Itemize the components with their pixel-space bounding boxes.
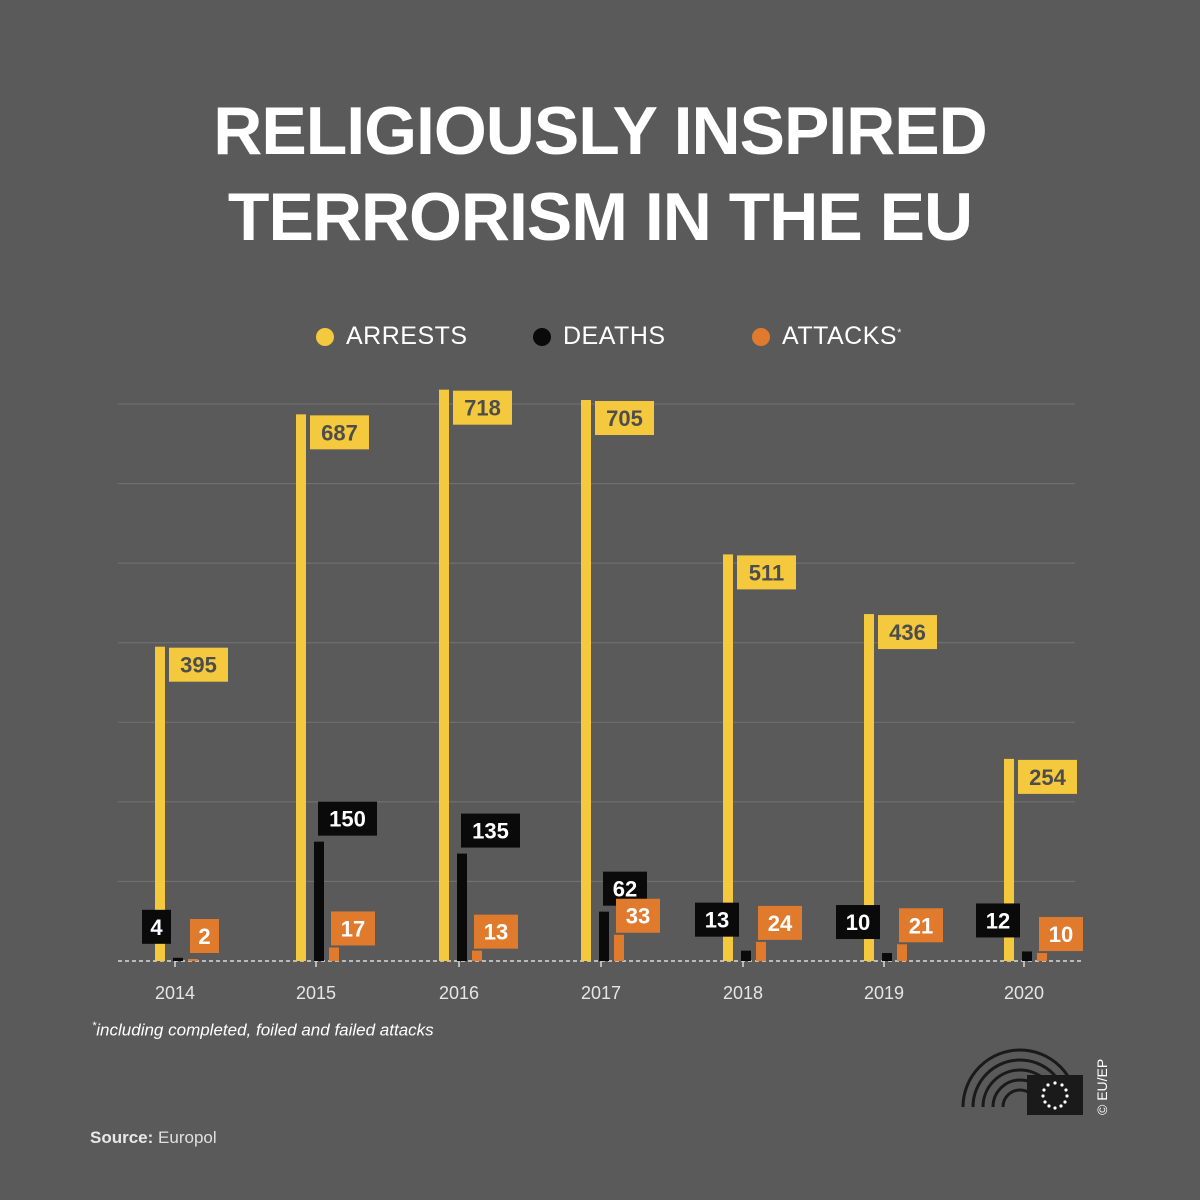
data-label-box-deaths <box>695 902 739 937</box>
legend-attacks-marker: * <box>897 326 902 339</box>
title-line-2: TERRORISM IN THE EU <box>227 179 973 255</box>
data-label-box-arrests <box>595 401 654 436</box>
data-label-arrests: 687 <box>321 420 358 445</box>
footnote-text: including completed, foiled and failed a… <box>96 1020 434 1040</box>
legend-label-arrests: ARRESTS <box>346 322 468 350</box>
x-tick-label: 2018 <box>723 983 763 1003</box>
bar-deaths <box>741 950 751 961</box>
data-label-arrests: 511 <box>749 560 785 585</box>
data-label-attacks: 21 <box>909 913 933 938</box>
legend-item-arrests: ARRESTS <box>316 322 468 351</box>
data-label-box-arrests <box>310 415 369 450</box>
x-tick-label: 2017 <box>581 983 621 1003</box>
bar-arrests <box>581 400 591 961</box>
data-label-box-attacks <box>899 908 943 943</box>
bar-deaths <box>457 853 467 961</box>
bar-deaths <box>314 841 324 961</box>
deaths-dot-icon <box>533 327 551 346</box>
data-label-box-deaths <box>836 905 880 940</box>
attacks-dot-icon <box>752 327 770 346</box>
bar-arrests <box>296 414 306 961</box>
legend-item-attacks: ATTACKS * <box>752 322 902 351</box>
data-label-box-arrests <box>1018 759 1077 794</box>
title-line-1: RELIGIOUSLY INSPIRED <box>213 93 988 169</box>
bar-deaths <box>882 953 892 961</box>
data-label-attacks: 17 <box>341 916 365 941</box>
data-label-attacks: 13 <box>484 920 508 945</box>
chart-title: RELIGIOUSLY INSPIRED TERRORISM IN THE EU <box>0 88 1200 260</box>
data-label-box-attacks <box>616 898 660 933</box>
bar-deaths <box>1022 951 1032 961</box>
bar-arrests <box>723 554 733 961</box>
data-label-deaths: 62 <box>613 877 637 902</box>
data-label-attacks: 24 <box>768 911 793 936</box>
x-tick-label: 2016 <box>439 983 479 1003</box>
source-label: Source: <box>90 1128 154 1147</box>
data-label-box-arrests <box>737 555 796 590</box>
bar-deaths <box>599 911 609 961</box>
footnote-marker: * <box>92 1020 97 1032</box>
data-label-box-deaths <box>461 813 520 848</box>
copyright-credit: © EU/EP <box>1094 1058 1110 1115</box>
data-label-attacks: 2 <box>198 924 210 949</box>
data-label-deaths: 13 <box>705 908 729 933</box>
data-label-deaths: 10 <box>846 910 870 935</box>
data-label-arrests: 395 <box>180 653 217 678</box>
data-label-box-arrests <box>453 390 512 425</box>
bar-attacks <box>188 959 198 961</box>
bar-attacks <box>472 950 482 961</box>
bar-arrests <box>155 646 165 961</box>
data-label-box-deaths <box>318 801 377 836</box>
data-label-arrests: 718 <box>464 396 501 421</box>
bar-arrests <box>864 614 874 961</box>
x-tick-label: 2019 <box>864 983 904 1003</box>
footnote: *including completed, foiled and failed … <box>92 1020 434 1041</box>
x-tick-label: 2014 <box>155 983 195 1003</box>
data-label-box-deaths <box>142 909 171 944</box>
data-label-box-arrests <box>878 615 937 650</box>
data-label-box-attacks <box>474 914 518 949</box>
data-label-attacks: 33 <box>626 904 650 929</box>
european-parliament-logo-icon <box>961 1048 1083 1115</box>
data-label-arrests: 436 <box>889 620 926 645</box>
data-label-box-attacks <box>1039 917 1083 952</box>
arrests-dot-icon <box>316 327 334 346</box>
data-label-box-deaths <box>976 903 1020 938</box>
bar-deaths <box>173 957 183 961</box>
data-label-deaths: 135 <box>472 819 509 844</box>
data-label-box-attacks <box>190 919 219 953</box>
bar-arrests <box>439 389 449 962</box>
bar-attacks <box>897 944 907 961</box>
source-line: Source: Europol <box>90 1128 217 1148</box>
data-label-box-arrests <box>169 647 228 682</box>
bar-attacks <box>614 934 624 961</box>
legend-item-deaths: DEATHS <box>533 322 666 351</box>
legend-label-attacks: ATTACKS <box>782 322 898 350</box>
bar-attacks <box>756 941 766 961</box>
data-label-arrests: 705 <box>606 406 643 431</box>
x-tick-label: 2020 <box>1004 983 1044 1003</box>
data-label-box-attacks <box>758 905 802 940</box>
x-tick-label: 2015 <box>296 983 336 1003</box>
data-label-attacks: 10 <box>1049 922 1073 947</box>
bar-attacks <box>329 947 339 961</box>
data-label-box-attacks <box>331 911 375 946</box>
source-value: Europol <box>158 1128 217 1147</box>
data-label-deaths: 4 <box>150 915 163 940</box>
bar-attacks <box>1037 953 1047 961</box>
bar-arrests <box>1004 758 1014 961</box>
data-label-arrests: 254 <box>1029 765 1066 790</box>
data-label-deaths: 12 <box>986 908 1010 933</box>
legend-label-deaths: DEATHS <box>563 322 666 350</box>
data-label-deaths: 150 <box>329 807 366 832</box>
legend: ARRESTS DEATHS ATTACKS * <box>0 322 1200 362</box>
